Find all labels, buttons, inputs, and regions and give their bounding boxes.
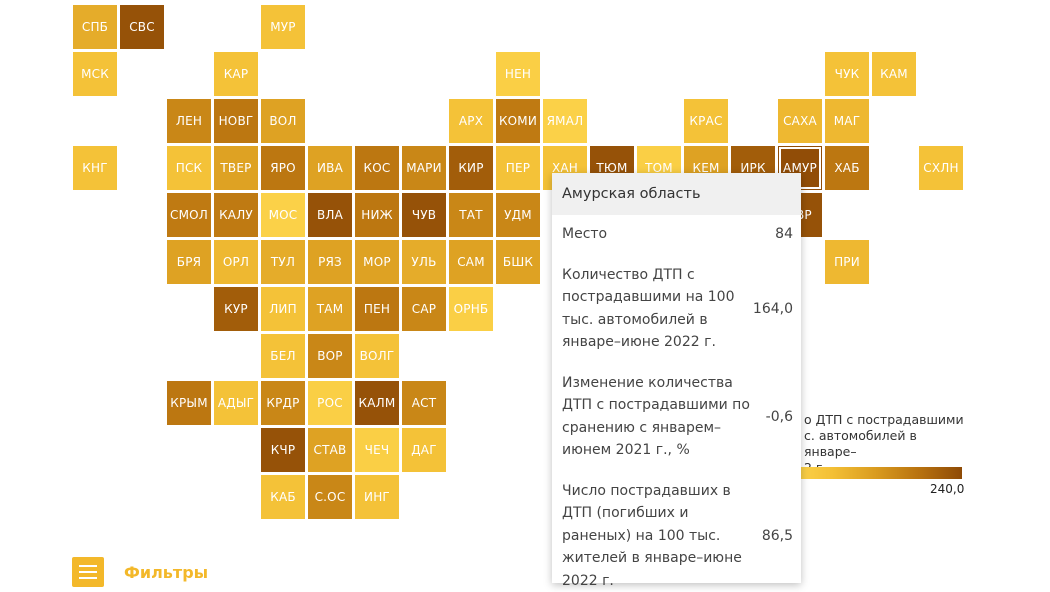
region-tile[interactable]: ЧУВ bbox=[402, 193, 446, 237]
region-tile[interactable]: КЧР bbox=[261, 428, 305, 472]
region-tile[interactable]: НОВГ bbox=[214, 99, 258, 143]
filters-label[interactable]: Фильтры bbox=[124, 563, 208, 582]
region-tile[interactable]: СПБ bbox=[73, 5, 117, 49]
region-tile[interactable]: ВОЛГ bbox=[355, 334, 399, 378]
region-tile[interactable]: МАРИ bbox=[402, 146, 446, 190]
region-tile[interactable]: С.ОС bbox=[308, 475, 352, 519]
region-tile[interactable]: КАМ bbox=[872, 52, 916, 96]
region-tile[interactable]: ТВЕР bbox=[214, 146, 258, 190]
tooltip-label: Число пострадавших в ДТП (погибших и ран… bbox=[562, 480, 762, 592]
region-tile[interactable]: РОС bbox=[308, 381, 352, 425]
region-tile[interactable]: САМ bbox=[449, 240, 493, 284]
region-tile[interactable]: МСК bbox=[73, 52, 117, 96]
region-tile[interactable]: ОРНБ bbox=[449, 287, 493, 331]
region-tile[interactable]: ИНГ bbox=[355, 475, 399, 519]
region-tile[interactable]: БЕЛ bbox=[261, 334, 305, 378]
region-tile[interactable]: БРЯ bbox=[167, 240, 211, 284]
region-tile[interactable]: НИЖ bbox=[355, 193, 399, 237]
region-tile[interactable]: КУР bbox=[214, 287, 258, 331]
region-tile[interactable]: БШК bbox=[496, 240, 540, 284]
region-tile[interactable]: ЧЕЧ bbox=[355, 428, 399, 472]
region-tile[interactable]: ЯМАЛ bbox=[543, 99, 587, 143]
region-tile[interactable]: РЯЗ bbox=[308, 240, 352, 284]
region-tile[interactable]: ОРЛ bbox=[214, 240, 258, 284]
region-tile[interactable]: КРАС bbox=[684, 99, 728, 143]
region-tile[interactable]: ЛЕН bbox=[167, 99, 211, 143]
region-tile[interactable]: НЕН bbox=[496, 52, 540, 96]
region-tile[interactable]: СВС bbox=[120, 5, 164, 49]
region-tile[interactable]: СТАВ bbox=[308, 428, 352, 472]
region-tile[interactable]: ПЕР bbox=[496, 146, 540, 190]
region-tile[interactable]: СХЛН bbox=[919, 146, 963, 190]
region-tile[interactable]: КАЛУ bbox=[214, 193, 258, 237]
tooltip-value: -0,6 bbox=[766, 409, 793, 425]
region-tile[interactable]: МУР bbox=[261, 5, 305, 49]
region-tile[interactable]: КРДР bbox=[261, 381, 305, 425]
region-tile[interactable]: СМОЛ bbox=[167, 193, 211, 237]
region-tile[interactable]: ХАБ bbox=[825, 146, 869, 190]
region-tile[interactable]: КАБ bbox=[261, 475, 305, 519]
legend-max-value: 240,0 bbox=[930, 482, 964, 496]
tooltip-region-name: Амурская область bbox=[552, 173, 801, 215]
region-tile[interactable]: ТАМ bbox=[308, 287, 352, 331]
region-tile[interactable]: КОС bbox=[355, 146, 399, 190]
tooltip-label: Место bbox=[562, 223, 762, 246]
region-tile[interactable]: АСТ bbox=[402, 381, 446, 425]
region-tile[interactable]: КНГ bbox=[73, 146, 117, 190]
region-tile[interactable]: ПСК bbox=[167, 146, 211, 190]
tooltip-row-change: Изменение количества ДТП с пострадавшими… bbox=[552, 372, 801, 462]
region-tile[interactable]: ЛИП bbox=[261, 287, 305, 331]
region-tile[interactable]: КИР bbox=[449, 146, 493, 190]
legend-gradient-bar bbox=[790, 467, 962, 479]
region-tile[interactable]: ТАТ bbox=[449, 193, 493, 237]
region-tile[interactable]: САР bbox=[402, 287, 446, 331]
tooltip-value: 164,0 bbox=[753, 301, 793, 317]
region-tile[interactable]: КАЛМ bbox=[355, 381, 399, 425]
tooltip-label: Изменение количества ДТП с пострадавшими… bbox=[562, 372, 762, 462]
region-tile[interactable]: ПЕН bbox=[355, 287, 399, 331]
tooltip-row-victims: Число пострадавших в ДТП (погибших и ран… bbox=[552, 480, 801, 592]
region-tile[interactable]: МОР bbox=[355, 240, 399, 284]
legend: о ДТП с пострадавшими с. автомобилей в я… bbox=[790, 412, 990, 476]
region-tile[interactable]: КОМИ bbox=[496, 99, 540, 143]
region-tile[interactable]: АРХ bbox=[449, 99, 493, 143]
region-tooltip: Амурская область Место 84 Количество ДТП… bbox=[552, 173, 801, 583]
region-tile[interactable]: ВОР bbox=[308, 334, 352, 378]
tooltip-value: 86,5 bbox=[762, 528, 793, 544]
region-tile[interactable]: МОС bbox=[261, 193, 305, 237]
tooltip-row-rank: Место 84 bbox=[552, 223, 801, 246]
region-tile[interactable]: КРЫМ bbox=[167, 381, 211, 425]
region-tile[interactable]: ТУЛ bbox=[261, 240, 305, 284]
region-tile[interactable]: ДАГ bbox=[402, 428, 446, 472]
region-tile[interactable]: ПРИ bbox=[825, 240, 869, 284]
region-tile[interactable]: ЯРО bbox=[261, 146, 305, 190]
region-tile[interactable]: УЛЬ bbox=[402, 240, 446, 284]
sliders-icon[interactable] bbox=[72, 557, 104, 587]
region-tile[interactable]: САХА bbox=[778, 99, 822, 143]
tooltip-row-accidents: Количество ДТП с пострадавшими на 100 ты… bbox=[552, 264, 801, 354]
tooltip-label: Количество ДТП с пострадавшими на 100 ты… bbox=[562, 264, 753, 354]
region-tile[interactable]: КАР bbox=[214, 52, 258, 96]
region-tile[interactable]: АДЫГ bbox=[214, 381, 258, 425]
region-tile[interactable]: ИВА bbox=[308, 146, 352, 190]
region-tile[interactable]: ЧУК bbox=[825, 52, 869, 96]
tooltip-value: 84 bbox=[775, 226, 793, 242]
region-tile[interactable]: УДМ bbox=[496, 193, 540, 237]
region-tile[interactable]: МАГ bbox=[825, 99, 869, 143]
region-tile[interactable]: ВОЛ bbox=[261, 99, 305, 143]
region-tile[interactable]: ВЛА bbox=[308, 193, 352, 237]
